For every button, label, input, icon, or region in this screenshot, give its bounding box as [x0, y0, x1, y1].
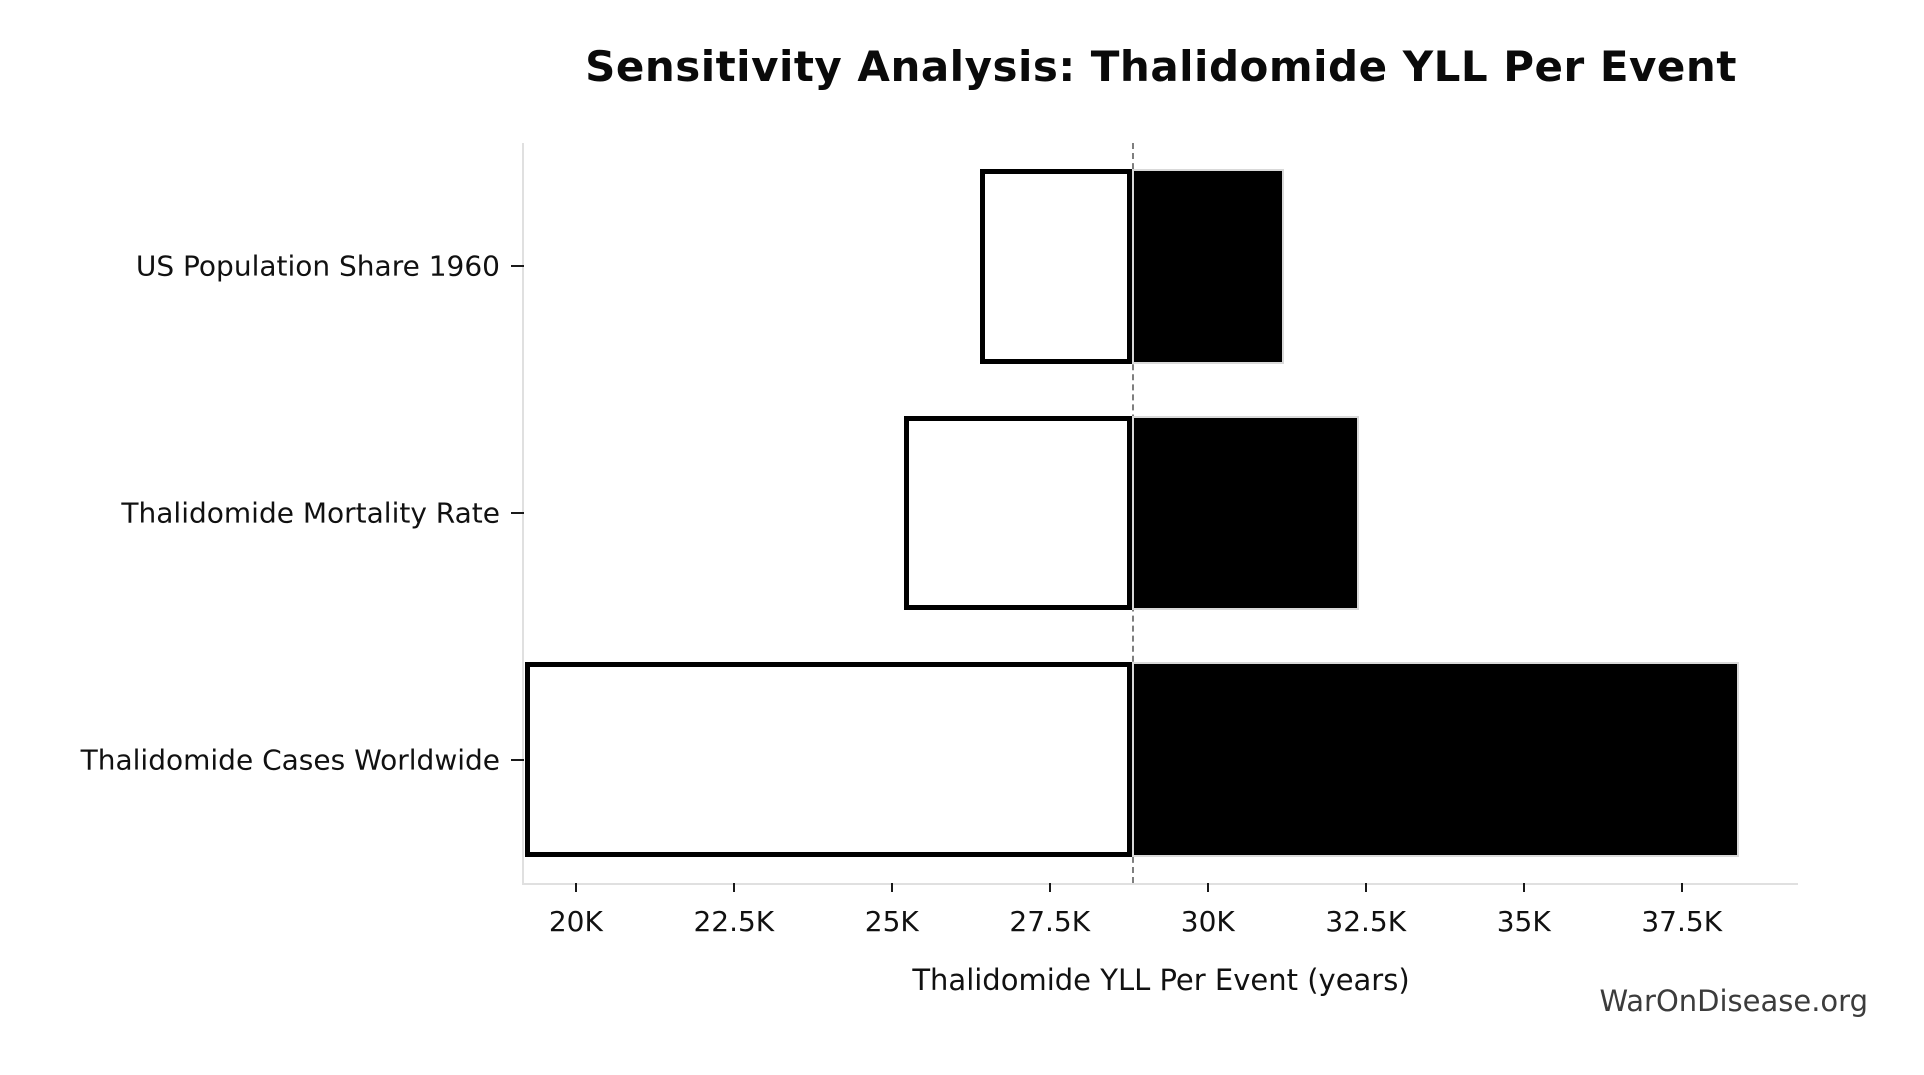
x-tick-mark	[574, 883, 577, 892]
bar-high-1	[1131, 168, 1284, 364]
watermark-text: WarOnDisease.org	[1599, 984, 1868, 1018]
bar-high-3	[1131, 662, 1739, 858]
bar-low-3	[525, 662, 1132, 858]
category-label: Thalidomide Cases Worldwide	[80, 743, 500, 777]
y-tick-mark	[511, 512, 524, 514]
category-label: US Population Share 1960	[135, 249, 500, 283]
x-tick-label: 27.5K	[1009, 905, 1091, 938]
category-label: Thalidomide Mortality Rate	[121, 496, 500, 530]
y-tick-mark	[511, 758, 524, 761]
chart-title: Sensitivity Analysis: Thalidomide YLL Pe…	[585, 42, 1737, 91]
x-tick-label: 35K	[1496, 905, 1551, 938]
x-tick-label: 20K	[548, 905, 603, 938]
x-tick-mark	[1680, 883, 1683, 892]
x-axis-label: Thalidomide YLL Per Event (years)	[912, 963, 1410, 997]
x-axis-ticks: 20K 22.5K 25K 27.5K 30K 32.5K 35K 37.5K	[524, 883, 1798, 943]
x-tick-label: 25K	[864, 905, 919, 938]
x-tick-mark	[1522, 883, 1525, 892]
plot-area	[511, 143, 1798, 885]
x-tick-label: 30K	[1180, 905, 1235, 938]
y-tick-mark	[511, 265, 524, 268]
x-tick-mark	[890, 883, 893, 892]
bar-low-1	[980, 168, 1132, 364]
x-tick-mark	[732, 883, 735, 892]
x-axis-spine	[522, 883, 1798, 885]
x-tick-label: 32.5K	[1325, 905, 1407, 938]
x-tick-mark	[1364, 883, 1367, 892]
x-tick-mark	[1048, 883, 1051, 892]
x-tick-mark	[1206, 883, 1209, 892]
bar-low-2	[904, 415, 1132, 611]
y-axis-category-labels: US Population Share 1960 Thalidomide Mort…	[0, 143, 500, 883]
x-tick-label: 22.5K	[693, 905, 775, 938]
x-tick-label: 37.5K	[1641, 905, 1723, 938]
bar-high-2	[1131, 415, 1360, 611]
